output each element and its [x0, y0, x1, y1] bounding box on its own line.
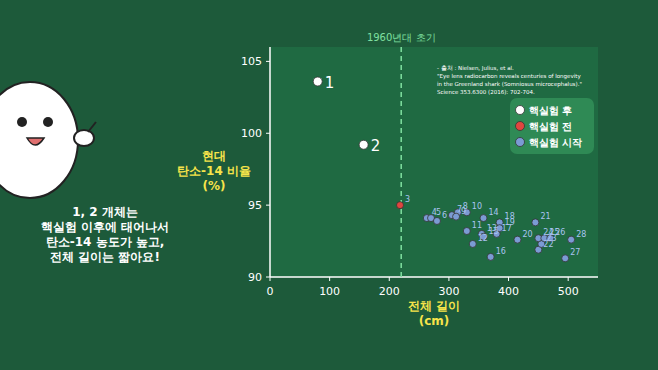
character-hand: [74, 130, 94, 146]
character-eye: [43, 117, 53, 127]
x-axis-label: 전체 길이: [408, 299, 460, 313]
x-tick: [389, 277, 390, 281]
x-tick-label: 200: [379, 285, 400, 298]
character-finger: [88, 122, 96, 132]
point-label: 2: [371, 137, 381, 155]
speech-text: 전체 길이는 짧아요!: [50, 250, 160, 264]
x-axis: [270, 276, 598, 278]
character-eye: [17, 117, 27, 127]
legend-marker: [516, 122, 525, 131]
source-text: "Eye lens radiocarbon reveals centuries …: [437, 73, 581, 80]
point-label: 26: [555, 228, 565, 237]
point-label: 9: [461, 207, 466, 216]
point: [469, 240, 476, 247]
point-label: 12: [478, 234, 488, 243]
point-label: 16: [496, 247, 506, 256]
legend-label: 핵실험 시작: [529, 137, 582, 148]
y-axis-label: 현대: [202, 149, 226, 163]
point-label: 28: [576, 230, 586, 239]
y-tick: [266, 61, 270, 62]
point: [359, 140, 368, 149]
x-axis-label: (cm): [419, 314, 450, 328]
point: [463, 228, 470, 235]
y-tick-label: 100: [241, 127, 262, 140]
legend-marker: [516, 138, 525, 147]
point-label: 14: [488, 208, 498, 217]
annotation-line: [400, 47, 402, 277]
point-label: 6: [442, 211, 447, 220]
x-tick: [508, 277, 509, 281]
point: [433, 217, 440, 224]
point: [397, 202, 404, 209]
point: [487, 253, 494, 260]
character: [0, 82, 96, 198]
point: [568, 236, 575, 243]
source-text: in the Greenland shark (Somniosus microc…: [437, 81, 582, 88]
x-tick-label: 500: [558, 285, 579, 298]
point-label: 15: [488, 227, 498, 236]
point-label: 10: [472, 202, 482, 211]
point-label: 27: [570, 248, 580, 257]
x-tick-label: 400: [498, 285, 519, 298]
y-tick: [266, 277, 270, 278]
character-body: [0, 82, 78, 198]
point-label: 11: [472, 221, 482, 230]
legend-marker: [516, 106, 525, 115]
y-axis: [269, 47, 271, 277]
source-text: - 출처 : Nielsen, Julius, et al.: [437, 65, 514, 72]
y-axis-label: (%): [203, 179, 226, 193]
plot-area: [270, 47, 598, 277]
speech-text: 핵실험 이후에 태어나서: [41, 220, 169, 234]
point: [514, 236, 521, 243]
y-tick: [266, 133, 270, 134]
point: [562, 255, 569, 262]
speech-text: 탄소-14 농도가 높고,: [46, 235, 165, 249]
x-tick: [270, 277, 271, 281]
point-label: 3: [405, 195, 410, 204]
points: [313, 77, 574, 262]
point-label: 1: [325, 74, 335, 92]
point: [313, 77, 322, 86]
x-tick-label: 100: [319, 285, 340, 298]
chart: 01002003004005009095100105전체 길이(cm)현대탄소-…: [0, 0, 658, 370]
background: [0, 0, 658, 370]
speech-text: 1, 2 개체는: [72, 205, 138, 219]
x-tick: [448, 277, 449, 281]
point: [532, 219, 539, 226]
legend-label: 핵실험 전: [529, 121, 572, 132]
y-tick-label: 95: [248, 199, 262, 212]
character-mouth: [27, 138, 44, 145]
x-tick: [568, 277, 569, 281]
y-tick-label: 90: [248, 271, 262, 284]
y-axis-label: 탄소-14 비율: [177, 164, 251, 178]
legend-box: [510, 98, 594, 154]
x-tick: [329, 277, 330, 281]
y-tick-label: 105: [241, 55, 262, 68]
point-label: 21: [540, 212, 550, 221]
x-tick-label: 0: [267, 285, 274, 298]
point-label: 5: [436, 208, 441, 217]
annotation-text: 1960년대 초기: [367, 32, 436, 43]
source-text: Science 353.6300 (2016): 702-704.: [437, 89, 535, 95]
y-tick: [266, 205, 270, 206]
point-label: 19: [505, 218, 515, 227]
legend-label: 핵실험 후: [529, 105, 572, 116]
x-tick-label: 300: [438, 285, 459, 298]
point-label: 20: [522, 230, 532, 239]
